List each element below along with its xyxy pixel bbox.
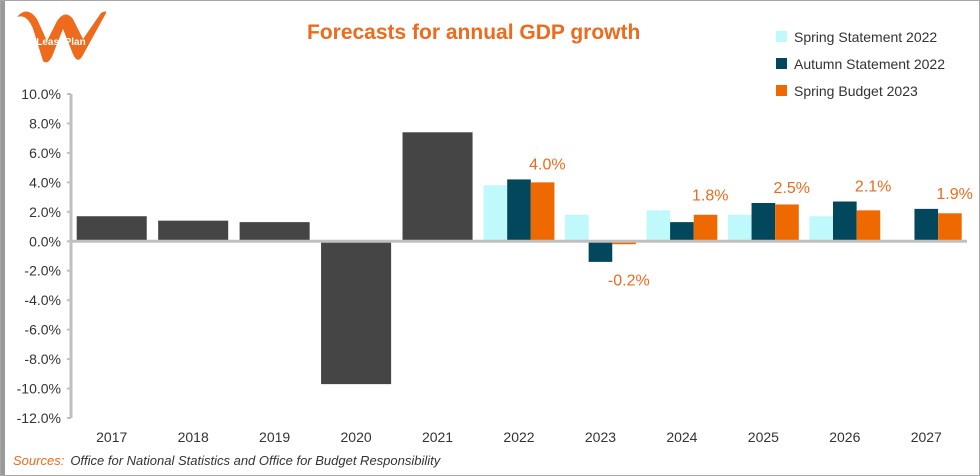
x-tick-label: 2019 xyxy=(259,429,290,445)
bar-spring-statement-2022-2023 xyxy=(565,214,589,242)
legend-label: Autumn Statement 2022 xyxy=(794,55,945,72)
x-tick-label: 2021 xyxy=(422,429,453,445)
bar-spring-statement-2022-2025 xyxy=(727,214,752,242)
bar-spring-statement-2022-2024 xyxy=(646,210,671,242)
x-tick-label: 2017 xyxy=(96,429,127,445)
data-label: 1.8% xyxy=(692,187,728,204)
bar-spring-budget-2023-2026 xyxy=(856,210,881,242)
x-tick-label: 2020 xyxy=(341,429,372,445)
y-tick-label: 0.0% xyxy=(29,233,61,249)
bar-autumn-statement-2022-2023 xyxy=(588,241,613,262)
legend-swatch xyxy=(776,85,787,96)
legend-swatch xyxy=(776,58,787,69)
bar-autumn-statement-2022-2025 xyxy=(751,202,776,242)
bar-historical-2017 xyxy=(76,216,147,242)
x-tick-label: 2026 xyxy=(829,429,860,445)
y-tick-label: 10.0% xyxy=(21,86,61,102)
x-tick-label: 2025 xyxy=(748,429,779,445)
data-label: 1.9% xyxy=(936,186,972,203)
bar-spring-statement-2022-2026 xyxy=(809,216,834,242)
source-label: Sources: xyxy=(13,453,65,468)
data-label: 2.1% xyxy=(855,179,891,196)
y-tick-label: -2.0% xyxy=(24,263,61,279)
legend-item-autumn-statement-2022: Autumn Statement 2022 xyxy=(776,50,945,77)
y-tick-label: 6.0% xyxy=(29,145,61,161)
bar-autumn-statement-2022-2027 xyxy=(914,208,939,242)
x-tick-label: 2023 xyxy=(585,429,616,445)
data-label: -0.2% xyxy=(608,272,650,289)
bar-spring-budget-2023-2027 xyxy=(938,213,962,242)
bar-spring-budget-2023-2022 xyxy=(530,182,555,242)
bar-historical-2021 xyxy=(402,132,473,242)
x-tick-label: 2018 xyxy=(178,429,209,445)
legend-item-spring-budget-2023: Spring Budget 2023 xyxy=(776,77,945,104)
legend-item-spring-statement-2022: Spring Statement 2022 xyxy=(776,23,945,50)
x-tick-label: 2024 xyxy=(666,429,697,445)
left-accent-bar xyxy=(1,1,5,475)
y-tick-label: -8.0% xyxy=(24,351,61,367)
bar-historical-2019 xyxy=(239,222,310,242)
y-tick-label: 4.0% xyxy=(29,174,61,190)
chart-title: Forecasts for annual GDP growth xyxy=(307,21,641,44)
y-tick-label: -12.0% xyxy=(17,410,61,426)
y-tick-label: 8.0% xyxy=(29,115,61,131)
bar-spring-statement-2022-2022 xyxy=(483,185,508,242)
legend-label: Spring Budget 2023 xyxy=(794,82,918,99)
data-label: 4.0% xyxy=(529,156,565,173)
bar-historical-2020 xyxy=(321,241,392,385)
leaseplan-logo: LeasePlan xyxy=(17,11,107,63)
y-tick-label: -10.0% xyxy=(17,381,61,397)
source-note: Sources: Office for National Statistics a… xyxy=(13,453,440,468)
svg-text:LeasePlan: LeasePlan xyxy=(36,37,85,48)
x-tick-label: 2022 xyxy=(503,429,534,445)
bar-autumn-statement-2022-2024 xyxy=(670,222,694,242)
legend: Spring Statement 2022 Autumn Statement 2… xyxy=(776,23,945,104)
bar-autumn-statement-2022-2022 xyxy=(507,179,531,242)
y-tick-label: -4.0% xyxy=(24,292,61,308)
legend-swatch xyxy=(776,31,787,42)
y-tick-label: 2.0% xyxy=(29,204,61,220)
bar-autumn-statement-2022-2026 xyxy=(833,201,857,242)
data-label: 2.5% xyxy=(773,180,809,197)
legend-label: Spring Statement 2022 xyxy=(794,28,938,45)
bar-spring-budget-2023-2025 xyxy=(775,204,799,242)
bar-spring-budget-2023-2024 xyxy=(693,214,718,242)
bar-historical-2018 xyxy=(158,220,229,242)
x-tick-label: 2027 xyxy=(911,429,942,445)
source-text: Office for National Statistics and Offic… xyxy=(70,453,441,468)
y-tick-label: -6.0% xyxy=(24,322,61,338)
